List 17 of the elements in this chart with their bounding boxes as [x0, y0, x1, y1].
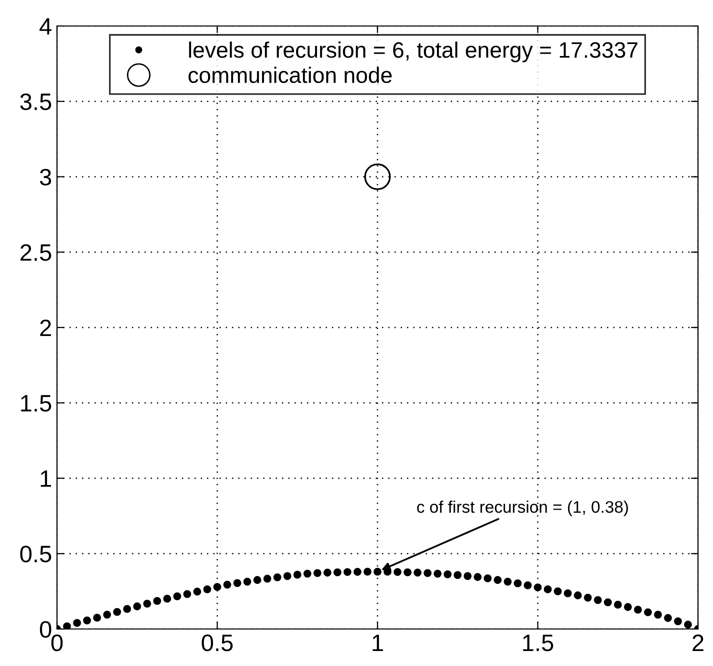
y-tick-label: 0.5: [20, 546, 52, 562]
y-tick-label: 0: [40, 621, 52, 638]
y-tick-label: 1: [40, 470, 51, 487]
y-tick-label: 2: [40, 320, 51, 336]
y-tick-label: 4: [40, 18, 52, 35]
x-tick-label: 1: [372, 634, 383, 651]
y-tick-label: 2.5: [20, 244, 52, 261]
legend-label: levels of recursion = 6, total energy = 17.3337: [189, 42, 638, 62]
x-tick-label: 0.5: [202, 634, 233, 652]
y-tick-label: 1.5: [21, 395, 52, 412]
y-tick-label: 3.5: [20, 93, 52, 110]
legend-label: communication node: [188, 66, 392, 84]
annotation: c of first recursion = (1, 0.38): [417, 500, 628, 516]
x-tick-label: 2: [692, 634, 704, 651]
x-tick-label: 0: [51, 634, 63, 652]
x-tick-label: 1.5: [523, 634, 554, 652]
y-tick-label: 3: [40, 168, 52, 186]
